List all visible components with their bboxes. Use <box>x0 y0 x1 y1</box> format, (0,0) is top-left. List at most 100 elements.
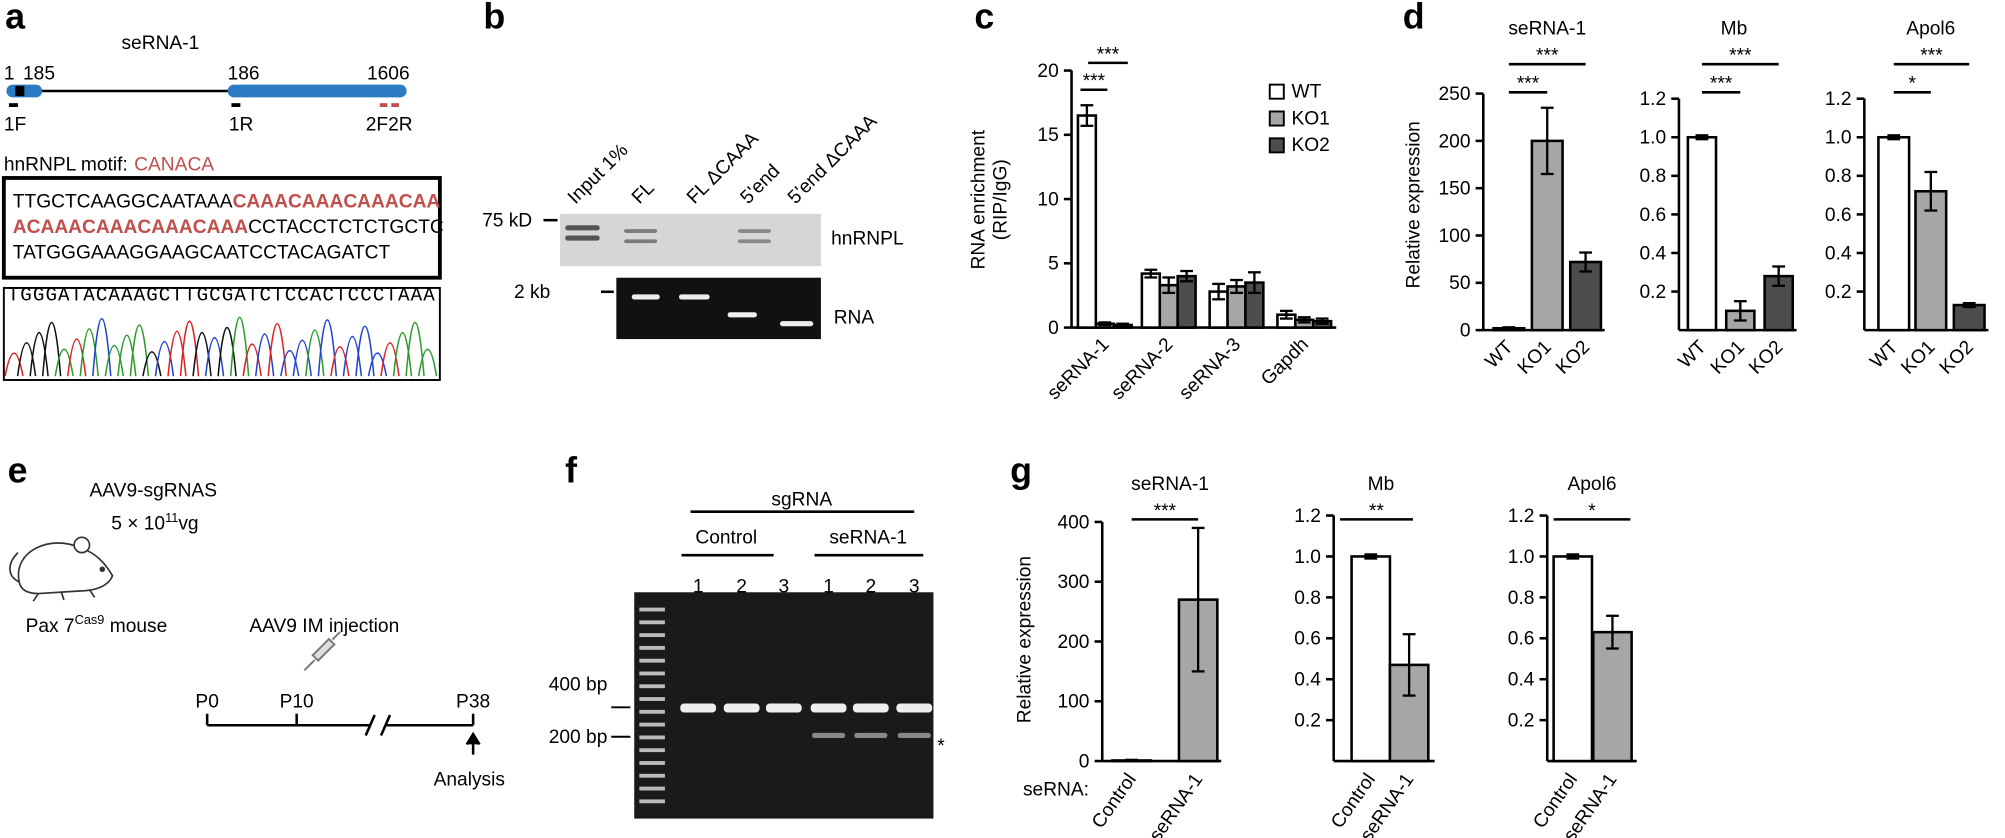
significance-label: *** <box>1729 46 1752 67</box>
trace-peak <box>67 338 87 377</box>
lane-number: 2 <box>865 576 876 597</box>
legend-swatch <box>1268 110 1285 127</box>
y-axis-label: Relative expression <box>1015 556 1036 723</box>
error-bar <box>1162 276 1176 295</box>
sequence-box <box>1 176 442 280</box>
band <box>678 294 710 300</box>
trace-peak <box>242 343 262 377</box>
sequence-segment: TATGGGAAAGGAAGCAATCCTACAGATCT <box>13 243 391 264</box>
band <box>723 703 760 713</box>
bar <box>1568 260 1603 332</box>
trace-peak <box>254 333 275 377</box>
y-tick-label: 0.4 <box>1508 670 1535 691</box>
error-bar <box>1125 758 1139 763</box>
error-bar <box>1402 633 1416 697</box>
error-bar <box>1887 134 1901 141</box>
trace-peak <box>204 337 225 377</box>
position-label: 185 <box>23 64 55 85</box>
y-tick-label: 0.6 <box>1639 205 1666 226</box>
significance-label: *** <box>1710 74 1733 95</box>
trace-peak <box>41 322 62 377</box>
trace-peak <box>317 319 338 377</box>
group-lines <box>611 510 924 738</box>
y-tick-label: 100 <box>1057 692 1089 713</box>
row-label: seRNA: <box>1023 780 1089 801</box>
position-label: 186 <box>228 64 260 85</box>
sequence-line: ACAAACAAACAAACAAACCTACCTCTCTGCTC <box>13 217 444 238</box>
y-tick-label: 250 <box>1439 84 1471 105</box>
panel-label: e <box>8 450 28 490</box>
chromatogram-sequence: TGGGATACAAAGCTTGCGATCTCCACTCCCTAAA <box>8 285 436 307</box>
ladder-band <box>639 709 665 714</box>
rna-gel <box>616 277 821 340</box>
trace-peak <box>129 324 150 377</box>
error-bar <box>1116 322 1130 328</box>
marker-label: 2 kb <box>514 282 550 303</box>
trace-peak <box>154 340 175 377</box>
lane-number: 3 <box>909 576 920 597</box>
lane-number: 2 <box>736 576 747 597</box>
significance-label: ** <box>1369 501 1384 522</box>
ladder-band <box>639 645 665 650</box>
western-blot <box>560 213 821 267</box>
band <box>765 703 802 713</box>
x-tick-label: seRNA-1 <box>1146 770 1208 838</box>
x-tick-label: KO2 <box>1552 337 1594 379</box>
lane-number: 1 <box>693 576 704 597</box>
x-tick-label: KO2 <box>1936 337 1978 379</box>
lane-label: FL <box>628 177 659 208</box>
band <box>727 312 757 318</box>
y-tick-label: 300 <box>1057 572 1089 593</box>
y-tick-label: 15 <box>1037 125 1058 146</box>
band <box>810 703 847 713</box>
group-label: seRNA-1 <box>829 528 907 549</box>
bar <box>1914 189 1948 332</box>
x-tick-label: WT <box>1482 337 1518 373</box>
error-bar <box>1695 134 1709 141</box>
band <box>680 703 717 713</box>
gene-name: seRNA-1 <box>121 33 199 54</box>
error-bar <box>1606 614 1619 650</box>
bar <box>1686 135 1718 332</box>
significance-label: *** <box>1154 501 1177 522</box>
trace-peak <box>179 320 200 377</box>
chart-title: Apol6 <box>1567 474 1616 495</box>
bands <box>631 294 814 327</box>
y-axis-label: (RIP/IgG) <box>990 159 1011 240</box>
significance-label: *** <box>1083 71 1106 92</box>
bar <box>1952 303 1986 332</box>
legend-label: KO1 <box>1291 108 1329 129</box>
lane-label: 5'end <box>737 161 785 209</box>
primer-label: 1R <box>229 115 254 136</box>
y-tick-label: 0 <box>1460 321 1471 342</box>
x-tick-label: WT <box>1675 337 1711 373</box>
group-label: Control <box>695 528 757 549</box>
y-tick-label: 1.2 <box>1825 89 1852 110</box>
error-bar <box>1540 106 1554 176</box>
error-bar <box>1297 316 1311 324</box>
marker-label: 400 bp <box>549 675 608 696</box>
significance-label: *** <box>1097 44 1120 65</box>
error-bar <box>1098 321 1112 327</box>
ladder-band <box>639 722 665 727</box>
trace-peak <box>167 330 187 377</box>
sequence-line: TATGGGAAAGGAAGCAATCCTACAGATCT <box>13 243 391 264</box>
mouse-suffix: mouse <box>104 616 167 637</box>
bands <box>639 607 933 804</box>
marker-label: 75 kD <box>482 211 532 232</box>
chart-title: Mb <box>1368 474 1395 495</box>
trace-peak <box>92 318 112 377</box>
error-bar <box>1180 269 1194 283</box>
chart-title: seRNA-1 <box>1508 19 1586 40</box>
trace-peak <box>305 329 325 377</box>
dose-label: 5 × 1011vg <box>111 510 198 535</box>
trace-peak <box>417 348 438 377</box>
bar <box>1552 555 1594 763</box>
position-label: 1606 <box>367 64 410 85</box>
y-tick-label: 200 <box>1057 632 1089 653</box>
band <box>737 239 772 244</box>
y-tick-label: 1.2 <box>1508 506 1535 527</box>
y-tick-label: 200 <box>1439 131 1471 152</box>
x-tick-label: KO1 <box>1707 337 1749 379</box>
